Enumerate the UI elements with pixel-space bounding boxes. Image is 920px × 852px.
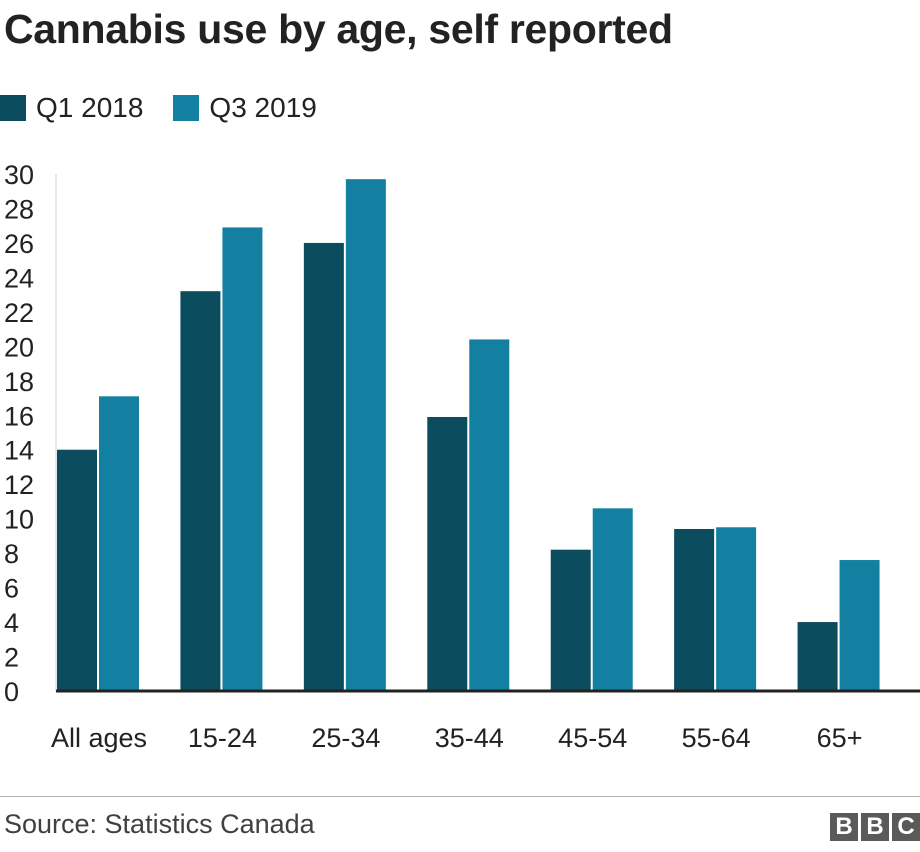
- bar-q3-2019: [592, 508, 633, 691]
- y-tick-label: 14: [4, 436, 34, 466]
- legend: Q1 2018 Q3 2019: [0, 88, 347, 128]
- bar-q1-2018: [427, 416, 468, 691]
- y-tick-label: 10: [4, 505, 34, 535]
- bar-q3-2019: [839, 560, 880, 691]
- y-tick-label: 6: [4, 574, 19, 604]
- bar-q1-2018: [57, 449, 97, 691]
- y-tick-label: 20: [4, 332, 34, 362]
- bar-q1-2018: [303, 242, 344, 691]
- legend-label-q3-2019: Q3 2019: [209, 92, 317, 123]
- legend-swatch-q3-2019: [173, 95, 200, 121]
- bbc-logo-letter: B: [861, 813, 889, 841]
- y-tick-label: 26: [4, 229, 34, 259]
- y-tick-label: 16: [4, 401, 34, 431]
- bar-q1-2018: [180, 291, 221, 691]
- footer-divider: [0, 796, 920, 797]
- chart-title: Cannabis use by age, self reported: [4, 6, 673, 52]
- x-tick-label: 55-64: [682, 723, 751, 753]
- bar-q3-2019: [345, 179, 386, 692]
- legend-label-q1-2018: Q1 2018: [36, 92, 144, 123]
- bar-q1-2018: [674, 529, 715, 691]
- legend-swatch-q1-2018: [0, 95, 26, 121]
- bbc-logo-letter: C: [892, 813, 920, 841]
- y-tick-label: 18: [4, 367, 34, 397]
- x-tick-label: 15-24: [188, 723, 257, 753]
- source-note: Source: Statistics Canada: [4, 809, 315, 839]
- x-tick-label: 35-44: [435, 723, 504, 753]
- bar-q3-2019: [222, 227, 263, 691]
- x-tick-label: 25-34: [311, 723, 380, 753]
- y-tick-label: 28: [4, 194, 34, 224]
- y-tick-label: 0: [4, 677, 19, 707]
- y-tick-label: 30: [4, 160, 34, 190]
- y-tick-label: 8: [4, 539, 19, 569]
- x-tick-label: All ages: [51, 723, 147, 753]
- legend-item-q1-2018: Q1 2018: [0, 92, 143, 124]
- bar-q3-2019: [99, 396, 139, 691]
- y-tick-label: 4: [4, 608, 19, 638]
- y-tick-label: 22: [4, 298, 34, 328]
- y-tick-label: 2: [4, 643, 19, 673]
- x-tick-label: 65+: [817, 723, 863, 753]
- bar-q3-2019: [469, 339, 510, 691]
- legend-item-q3-2019: Q3 2019: [173, 92, 317, 124]
- bar-q3-2019: [716, 527, 757, 691]
- y-tick-label: 24: [4, 263, 34, 293]
- bar-q1-2018: [550, 549, 591, 691]
- bbc-logo: B B C: [830, 813, 920, 841]
- x-tick-label: 45-54: [558, 723, 627, 753]
- y-tick-label: 12: [4, 470, 34, 500]
- bbc-logo-letter: B: [830, 813, 858, 841]
- bar-q1-2018: [797, 622, 838, 691]
